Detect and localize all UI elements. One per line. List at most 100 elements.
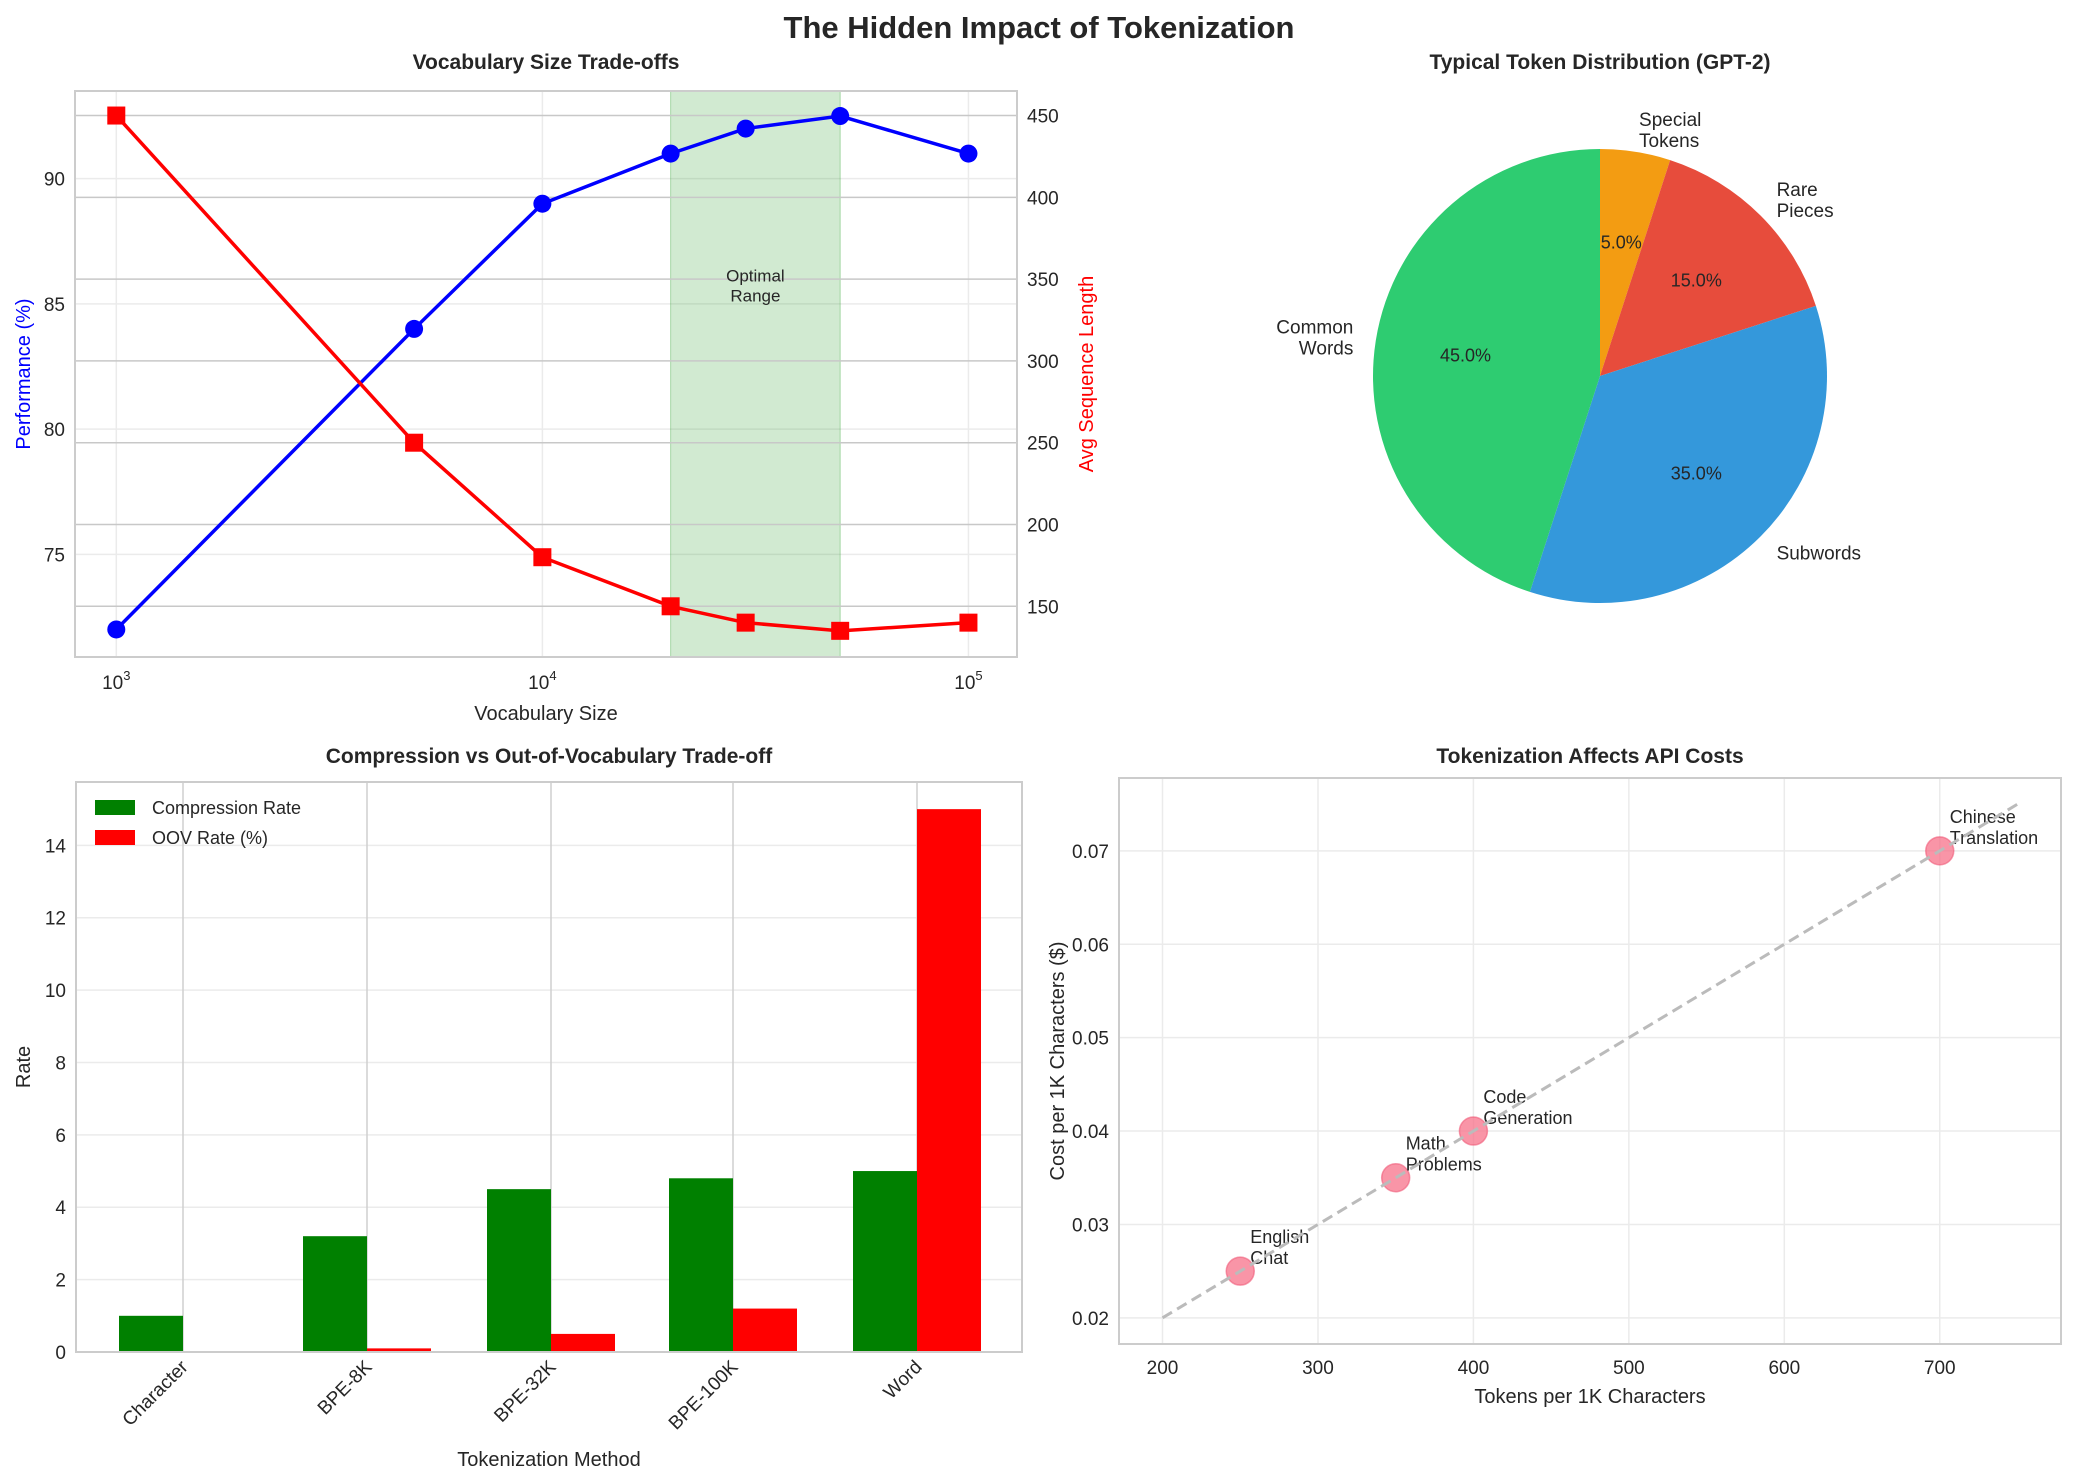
tick-base: 10 [954,673,975,694]
compression-bar [487,1189,551,1352]
api-cost-scatter: EnglishChatMathProblemsCodeGenerationChi… [1047,745,2062,1408]
performance-point [533,194,552,213]
compression-bar [669,1178,733,1352]
pie-pct-label: 35.0% [1671,463,1722,483]
point-label: English [1250,1227,1309,1247]
x-tick-label: 300 [1302,1358,1334,1379]
pie-slice-label: Rare [1777,180,1818,201]
y-right-tick-label: 450 [1027,107,1059,128]
axes-frame [74,90,1018,658]
chart-title: Tokenization Affects API Costs [1436,745,1743,768]
performance-point [661,144,680,163]
y-right-tick-label: 400 [1027,188,1059,209]
y-right-tick-label: 250 [1027,434,1059,455]
chart-title: Typical Token Distribution (GPT-2) [1429,51,1770,74]
point-label: Math [1406,1134,1446,1154]
point-label: Chinese [1950,807,2016,827]
y-right-tick-label: 150 [1027,597,1059,618]
optimal-range-label: Range [730,286,780,305]
y-tick-label: 0.02 [1072,1309,1109,1330]
seq-length-point [533,548,552,567]
y-right-tick-label: 300 [1027,352,1059,373]
optimal-range-band [670,90,841,658]
y-tick-label: 0.07 [1072,842,1109,863]
pie-slice [1373,149,1600,592]
y-tick-label: 10 [45,981,66,1002]
pie-slice-label: Words [1299,338,1354,359]
x-tick-label: 104 [528,668,556,694]
legend-label: OOV Rate (%) [152,828,268,848]
y-tick-label: 4 [55,1198,66,1219]
x-axis-label: Tokens per 1K Characters [1474,1386,1705,1408]
tick-base: 10 [528,673,549,694]
oov-bar [551,1333,615,1352]
seq-length-point [831,621,850,640]
pie-pct-label: 5.0% [1601,232,1642,252]
y-right-tick-label: 350 [1027,270,1059,291]
y-tick-label: 12 [45,909,66,930]
pie-slice-label: Common [1276,317,1353,338]
legend: Compression Rate OOV Rate (%) [95,798,301,848]
token-distribution-pie: Typical Token Distribution (GPT-2) 5.0% Sp… [1276,51,1861,603]
y-right-axis-label: Avg Sequence Length [1076,276,1098,472]
y-left-tick-label: 85 [44,295,65,316]
pie-slice-label: Pieces [1777,201,1834,222]
seq-length-point [107,106,126,125]
legend-swatch [95,830,135,845]
seq-length-point [959,613,978,632]
y-left-tick-label: 75 [44,545,65,566]
seq-length-point [736,613,755,632]
x-tick-label: 103 [102,668,130,694]
y-tick-label: 0 [55,1343,66,1364]
compression-bar [119,1315,183,1352]
legend-swatch [95,800,135,815]
y-tick-label: 0.06 [1072,935,1109,956]
x-axis-label: Tokenization Method [457,1449,640,1471]
y-tick-label: 0.03 [1072,1215,1109,1236]
performance-point [959,144,978,163]
pie-slice-label: Tokens [1639,131,1699,152]
tick-exponent: 4 [549,668,556,683]
y-left-tick-label: 80 [44,420,65,441]
y-right-tick-label: 200 [1027,515,1059,536]
performance-point [831,107,850,126]
x-tick-label: 200 [1147,1358,1179,1379]
pie-pct-label: 45.0% [1440,346,1491,366]
point-label: Code [1483,1087,1526,1107]
point-label: Translation [1950,828,2038,848]
pie-pct-label: 15.0% [1671,271,1722,291]
y-axis-label: Rate [13,1046,35,1088]
x-tick-label: BPE-8K [314,1356,377,1419]
point-label: Generation [1483,1108,1572,1128]
compression-oov-bar-chart: 0 2 4 6 8 10 12 14 Character BPE-8K BPE-32K BPE-100… [13,745,1023,1471]
optimal-range-label: Optimal [726,266,785,285]
legend-label: Compression Rate [152,798,301,818]
y-tick-label: 14 [45,836,67,857]
oov-bar [733,1308,797,1352]
y-left-tick-label: 90 [44,170,65,191]
x-tick-label: Character [119,1356,193,1430]
tick-exponent: 3 [123,668,130,683]
axes-frame [1118,777,2062,1345]
figure-title: The Hidden Impact of Tokenization [784,10,1295,45]
y-left-axis-label: Performance (%) [13,298,35,449]
compression-bar [853,1171,917,1352]
compression-bar [303,1236,367,1352]
chart-title: Compression vs Out-of-Vocabulary Trade-o… [326,745,774,768]
pie-slice [1600,149,1671,376]
y-tick-label: 8 [55,1053,66,1074]
x-tick-label: 105 [954,668,982,694]
x-tick-label: BPE-100K [665,1356,743,1434]
x-tick-label: 600 [1768,1358,1800,1379]
seq-length-point [661,597,680,616]
performance-point [405,319,424,338]
x-tick-label: BPE-32K [490,1356,560,1426]
seq-length-point [405,433,424,452]
performance-point [107,620,126,639]
x-tick-label: 700 [1924,1358,1956,1379]
oov-bar [917,809,981,1352]
y-axis-label: Cost per 1K Characters ($) [1047,942,1069,1181]
pie-slice [1600,160,1816,376]
